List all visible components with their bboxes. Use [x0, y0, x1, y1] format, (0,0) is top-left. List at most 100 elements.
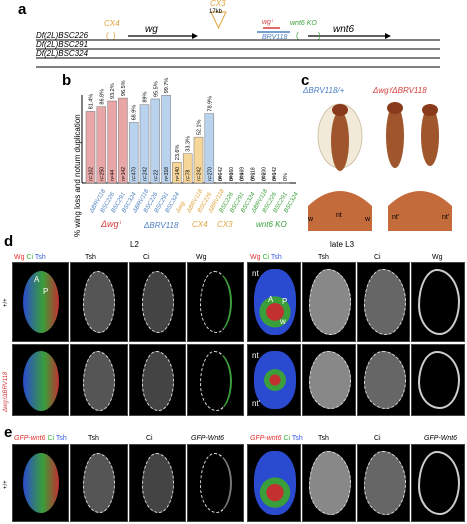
svg-text:): )	[113, 31, 116, 40]
bar-n-label-12: n=742	[218, 167, 224, 181]
panel-label-c: c	[301, 72, 310, 89]
wgi-label: wgⁱ	[262, 19, 273, 26]
bar-value-label-10: 52.1%	[197, 119, 203, 135]
bar-n-label-3: n=142	[121, 167, 127, 181]
bar-7	[161, 95, 171, 184]
bar-5	[139, 104, 150, 184]
bar-n-label-14: n=469	[240, 167, 246, 181]
category-label-8: Δwg	[175, 200, 187, 215]
bar-n-label-11: n=270	[207, 167, 213, 181]
brv118-label: BRV118	[262, 34, 288, 41]
d-col-wg-left: Wg	[196, 254, 207, 261]
bar-value-label-14: 0%	[240, 173, 246, 181]
group-label-brv: ΔBRV118	[144, 221, 179, 230]
bar-value-label-18: 0%	[283, 173, 289, 181]
bar-n-label-13: n=360	[229, 167, 235, 181]
fly-label-control: ΔBRV118/+	[303, 86, 345, 95]
e-legend-left: GFP-wnt6 Ci Tsh	[14, 435, 67, 442]
bar-chart: 81.4%n=102ΔBRV11886.8%n=250BSC22693.2%n=…	[81, 78, 300, 215]
bar-3	[118, 97, 128, 184]
d-ci-image-mut	[128, 344, 186, 416]
bar-value-label-9: 33.3%	[186, 136, 192, 152]
cx3-label: CX3	[210, 0, 226, 8]
e-merge-image	[12, 444, 70, 522]
bar-value-label-5: 89%	[143, 92, 149, 103]
bar-value-label-0: 81.4%	[89, 94, 95, 110]
bar-value-label-8: 23.6%	[175, 145, 181, 161]
d-l3-mut-ntp-label: nt'	[252, 399, 261, 408]
bar-n-label-15: n=118	[251, 167, 257, 181]
panel-label-e: e	[4, 424, 13, 441]
df-label-3: Df(2L)BSC324	[36, 49, 89, 58]
d-ci-image	[128, 262, 186, 342]
bar-value-label-13: 0%	[229, 173, 235, 181]
d-col-wg-right: Wg	[432, 254, 443, 261]
e-col-ci-right: Ci	[374, 435, 381, 442]
svg-text:): )	[318, 31, 321, 40]
d-merge-image-mut	[12, 344, 70, 416]
cx4-label: CX4	[104, 19, 120, 28]
bar-4	[128, 122, 139, 184]
bar-2	[107, 100, 117, 184]
df-label-2: Df(2L)BSC291	[36, 40, 89, 49]
d-col-ci-right: Ci	[374, 254, 381, 261]
e-col-ci-left: Ci	[146, 435, 153, 442]
bar-n-label-6: n=22	[153, 170, 159, 181]
d-merge-image	[12, 262, 70, 342]
d-l3-tsh-image-mut	[301, 344, 356, 416]
e-gfp-image	[186, 444, 244, 522]
e-col-tsh-right: Tsh	[318, 435, 329, 442]
bar-value-label-2: 93.2%	[110, 83, 116, 99]
bar-n-label-5: n=242	[143, 167, 149, 181]
w-label-right: w	[365, 216, 371, 223]
bar-value-label-6: 95.5%	[153, 81, 159, 97]
d-l3-wg-image-mut	[411, 344, 465, 416]
w-label-left: w	[308, 216, 314, 223]
panel-label-d: d	[4, 233, 14, 250]
e-l2-images	[12, 444, 244, 522]
bar-8	[172, 161, 182, 184]
d-row1-label: +/+	[3, 298, 9, 307]
e-legend-right: GFP-wnt6 Ci Tsh	[250, 435, 303, 442]
d-a-label: A	[34, 275, 40, 284]
d-l3-w-label: w	[280, 317, 286, 326]
kb-label: 17kb	[209, 9, 223, 15]
bar-n-label-0: n=102	[89, 167, 95, 181]
d-col-ci-left: Ci	[143, 254, 150, 261]
bar-value-label-1: 86.8%	[99, 89, 105, 105]
bar-n-label-9: n=78	[186, 170, 192, 181]
bar-n-label-16: n=200	[261, 167, 267, 181]
svg-text:(: (	[106, 31, 109, 40]
bar-value-label-4: 68.9%	[132, 105, 138, 121]
d-legend-left: Wg Ci Tsh	[14, 254, 46, 261]
d-l3-ci-image-mut	[356, 344, 411, 416]
panel-label-b: b	[62, 72, 72, 89]
bar-value-label-3: 96.5%	[121, 80, 127, 96]
ntp-label-right: nt'	[442, 214, 450, 221]
d-l3-ci-image	[356, 262, 411, 342]
bar-value-label-15: 0%	[251, 173, 257, 181]
d-l3-p-label: P	[282, 297, 288, 306]
bar-value-label-12: 0%	[218, 173, 224, 181]
bar-n-label-4: n=470	[132, 167, 138, 181]
bar-n-label-1: n=250	[99, 167, 105, 181]
d-legend-right: Wg Ci Tsh	[250, 254, 282, 261]
bar-10	[193, 136, 204, 184]
group-label-wgi: Δwgⁱ	[101, 219, 121, 229]
d-l3-merge-image	[247, 262, 301, 342]
bar-11	[204, 113, 215, 184]
e-tsh-image	[70, 444, 128, 522]
nt-label: nt	[336, 212, 342, 219]
e-l3-tsh-image	[301, 444, 356, 522]
bar-n-label-17: n=142	[272, 167, 278, 181]
d-tsh-image	[70, 262, 128, 342]
d-row2-label: Δwgⁱ/ΔBRV118	[3, 371, 9, 412]
e-col-gfp-left: GFP-Wnt6	[191, 435, 225, 442]
e-ci-image	[128, 444, 186, 522]
d-l3-nt-label: nt	[252, 269, 259, 278]
wnt6ko-label: wnt6 KO	[290, 20, 317, 27]
bar-1	[96, 106, 107, 184]
fly-photos	[308, 102, 452, 231]
wnt6-label: wnt6	[333, 24, 355, 35]
d-row1-l2-images	[12, 262, 244, 342]
